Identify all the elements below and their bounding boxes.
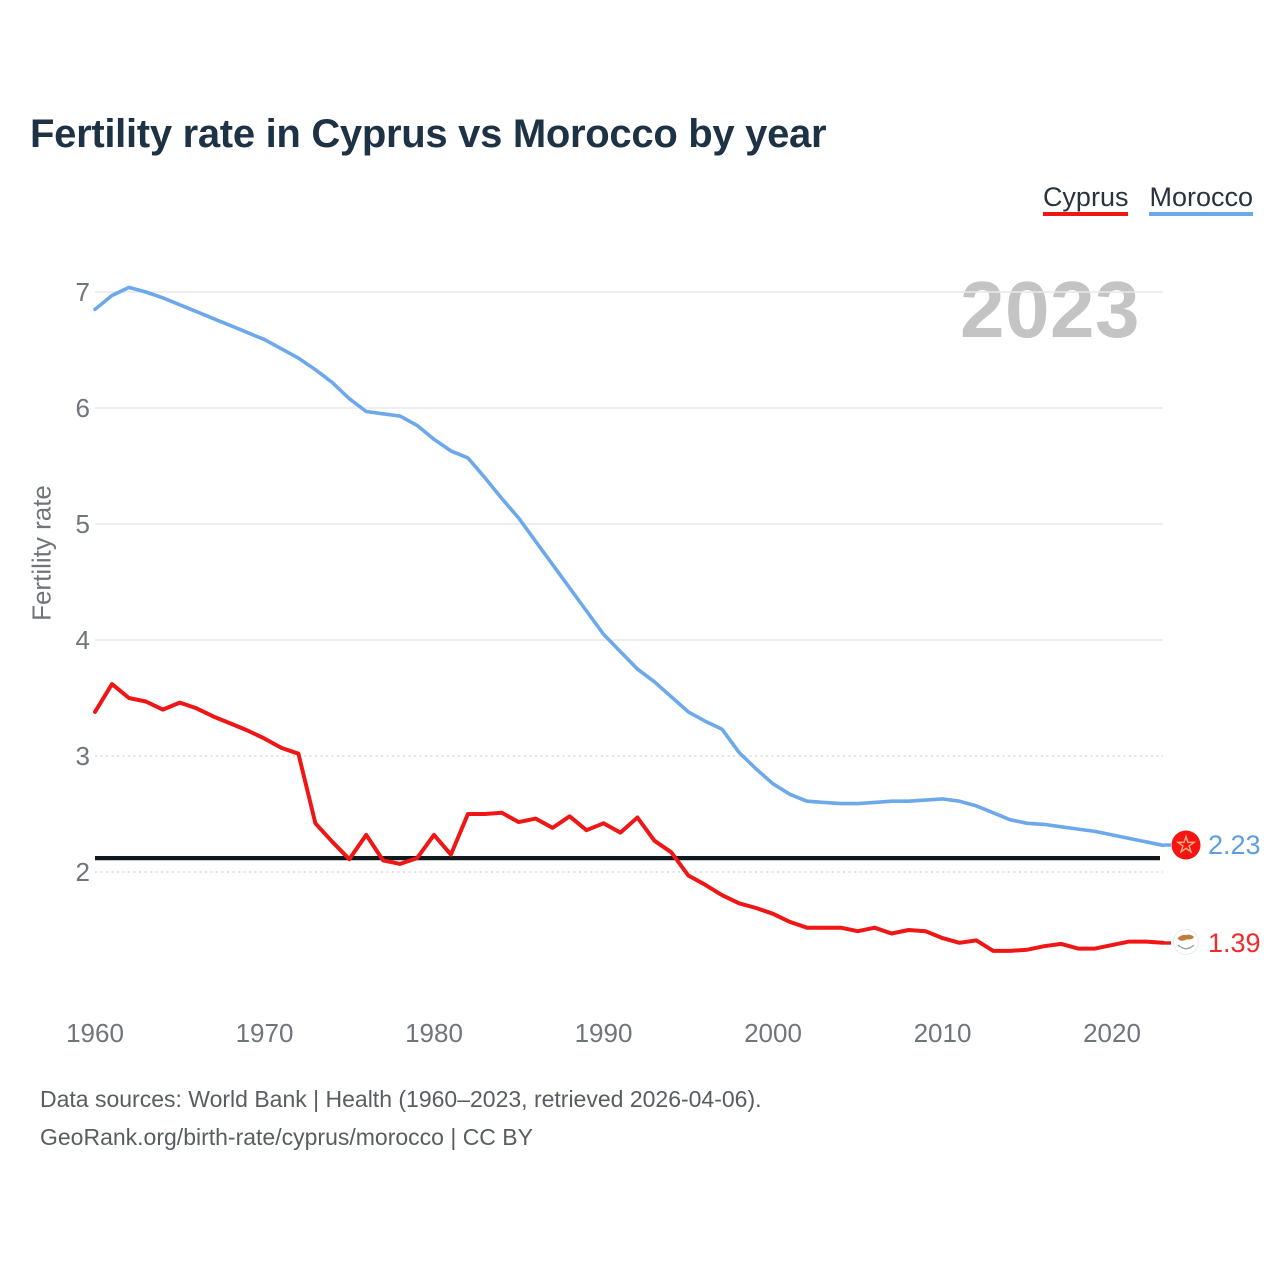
- series-lines: [93, 285, 1165, 953]
- x-tick-label-1980: 1980: [405, 1018, 463, 1048]
- end-value-cyprus: 1.39: [1208, 928, 1261, 958]
- page-title: Fertility rate in Cyprus vs Morocco by y…: [30, 112, 827, 156]
- y-tick-label-7: 7: [75, 277, 90, 307]
- legend-label-morocco: Morocco: [1149, 182, 1253, 212]
- x-tick-label-2000: 2000: [744, 1018, 802, 1048]
- cyprus-island-shape: [1177, 934, 1194, 941]
- x-tick-label-2020: 2020: [1083, 1018, 1141, 1048]
- y-tick-label-3: 3: [75, 741, 90, 771]
- x-tick-label-2010: 2010: [913, 1018, 972, 1048]
- olive-branch-right-icon: [1185, 944, 1195, 950]
- footer-sources: Data sources: World Bank | Health (1960–…: [40, 1086, 762, 1112]
- series-line-morocco: [93, 285, 1165, 848]
- y-tick-label-4: 4: [75, 625, 90, 655]
- gridlines: [95, 291, 1163, 873]
- series-line-cyprus: [93, 682, 1165, 953]
- x-tick-label-1960: 1960: [66, 1018, 124, 1048]
- x-tick-label-1990: 1990: [574, 1018, 633, 1048]
- y-tick-label-2: 2: [75, 857, 90, 887]
- footer-attribution: GeoRank.org/birth-rate/cyprus/morocco | …: [40, 1124, 533, 1150]
- y-tick-label-5: 5: [75, 509, 90, 539]
- y-tick-label-6: 6: [75, 393, 90, 423]
- legend-label-cyprus: Cyprus: [1042, 182, 1129, 212]
- x-tick-label-1970: 1970: [235, 1018, 294, 1048]
- morocco-star-icon: [1175, 834, 1197, 854]
- olive-branch-left-icon: [1177, 944, 1187, 950]
- end-value-morocco: 2.23: [1208, 830, 1261, 860]
- morocco-flag-icon: [1171, 830, 1201, 860]
- year-watermark: 2023: [960, 265, 1140, 354]
- cyprus-flag-icon: [1173, 929, 1199, 955]
- y-axis-title: Fertility rate: [26, 485, 57, 621]
- legend-item-morocco[interactable]: Morocco: [1149, 182, 1253, 216]
- legend-item-cyprus[interactable]: Cyprus: [1042, 182, 1129, 216]
- legend: Cyprus Morocco: [1042, 182, 1253, 216]
